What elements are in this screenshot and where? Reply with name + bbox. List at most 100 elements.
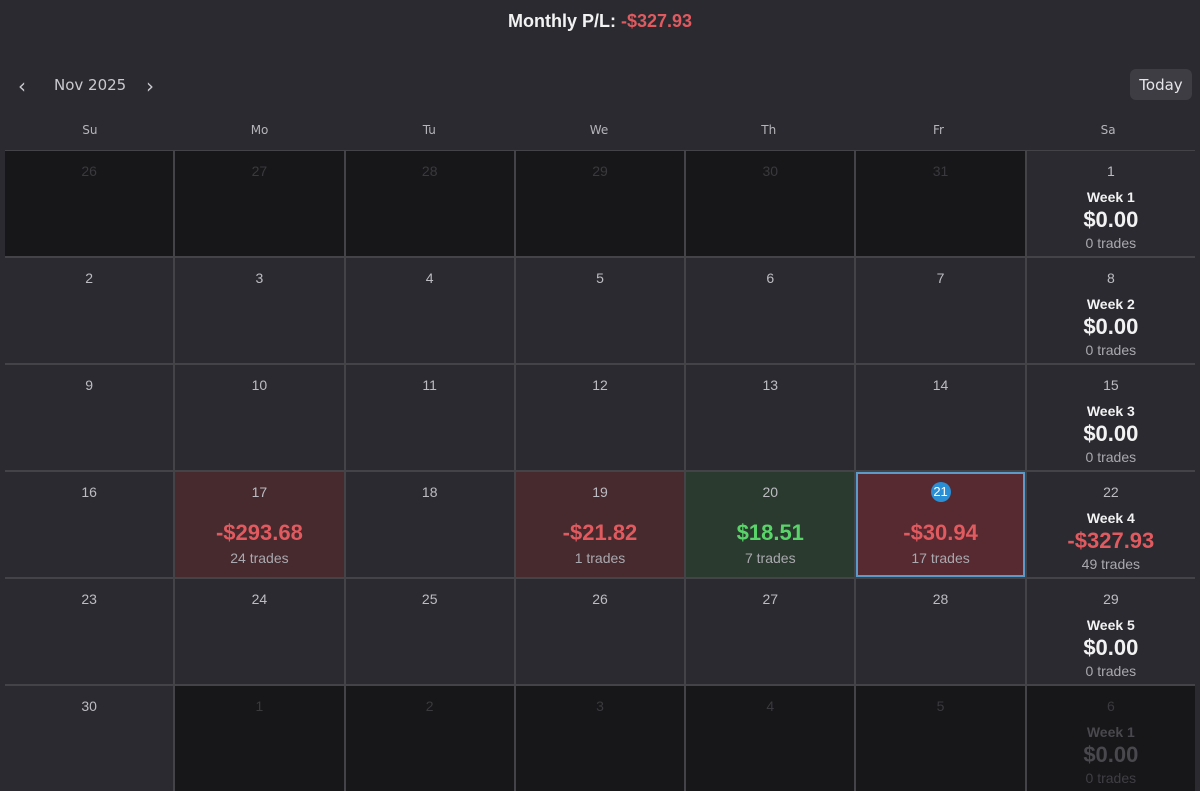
day-cell[interactable]: 11 [345, 365, 514, 470]
day-cell[interactable]: 9 [5, 365, 174, 470]
day-number: 6 [1106, 698, 1115, 714]
day-number: 5 [596, 270, 604, 286]
weekday-th: Th [761, 123, 777, 137]
monthly-pl-label: Monthly P/L: [507, 11, 616, 31]
weekday-fr: Fr [932, 123, 944, 137]
weekday-su: Su [82, 123, 98, 137]
day-number: 19 [592, 484, 608, 500]
day-cell[interactable]: 6 [686, 258, 855, 363]
day-cell[interactable]: 7 [856, 258, 1025, 363]
day-cell[interactable]: 31 [856, 151, 1025, 256]
day-cell[interactable]: 12 [515, 365, 685, 470]
day-cell[interactable]: 2 [5, 258, 174, 363]
day-pl-value: -$293.68 [215, 520, 303, 545]
week-label: Week 5 [1086, 617, 1135, 633]
day-number: 1 [1106, 163, 1115, 179]
week-summary-cell[interactable]: 22 Week 4 -$327.93 49 trades [1026, 472, 1195, 577]
week-pl-value: $0.00 [1083, 635, 1139, 660]
day-number: 28 [421, 163, 438, 179]
weekday-sa: Sa [1100, 123, 1116, 137]
day-cell[interactable]: 28 [345, 151, 514, 256]
calendar-grid: 26 27 28 29 30 31 1 Week 1 $0.00 0 trades 2 3 4 5 6 7 8 W… [5, 150, 1195, 791]
day-cell[interactable]: 2 [345, 686, 514, 791]
day-cell[interactable]: 20 $18.51 7 trades [686, 472, 855, 577]
week-summary-cell[interactable]: 29 Week 5 $0.00 0 trades [1026, 579, 1195, 684]
day-number: 22 [1103, 484, 1119, 500]
day-number: 26 [592, 591, 608, 607]
weekday-header: Su Mo Tu We Th Fr Sa [5, 123, 1193, 139]
day-cell[interactable]: 1 [175, 686, 344, 791]
day-number: 26 [81, 163, 97, 179]
week-label: Week 3 [1086, 403, 1135, 419]
week-trade-count: 0 trades [1085, 663, 1137, 679]
day-number: 27 [251, 163, 268, 179]
day-cell[interactable]: 27 [686, 579, 855, 684]
week-trade-count: 0 trades [1085, 449, 1137, 465]
day-number: 8 [1106, 270, 1115, 286]
day-cell[interactable]: 3 [175, 258, 344, 363]
week-pl-value: $0.00 [1083, 314, 1139, 339]
day-trade-count: 7 trades [744, 550, 796, 566]
week-trade-count: 0 trades [1085, 770, 1137, 786]
day-number: 20 [762, 484, 779, 500]
day-number: 30 [81, 698, 97, 714]
day-cell[interactable]: 17 -$293.68 24 trades [175, 472, 344, 577]
day-cell[interactable]: 30 [5, 686, 174, 791]
day-cell[interactable]: 21 -$30.94 17 trades [856, 472, 1025, 577]
day-cell[interactable]: 4 [686, 686, 855, 791]
week-trade-count: 0 trades [1085, 235, 1137, 251]
day-cell[interactable]: 13 [686, 365, 855, 470]
next-month-chevron-icon[interactable]: › [146, 74, 154, 98]
day-cell[interactable]: 25 [345, 579, 514, 684]
week-summary-cell[interactable]: 15 Week 3 $0.00 0 trades [1026, 365, 1195, 470]
day-number: 31 [932, 163, 949, 179]
day-cell[interactable]: 3 [515, 686, 685, 791]
day-cell[interactable]: 14 [856, 365, 1025, 470]
week-trade-count: 0 trades [1085, 342, 1137, 358]
day-trade-count: 24 trades [230, 550, 289, 566]
day-number: 29 [1103, 591, 1119, 607]
today-button[interactable]: Today [1130, 69, 1192, 100]
day-cell[interactable]: 18 [345, 472, 514, 577]
day-pl-value: $18.51 [736, 520, 804, 545]
day-cell[interactable]: 23 [5, 579, 174, 684]
day-cell[interactable]: 4 [345, 258, 514, 363]
prev-month-chevron-icon[interactable]: ‹ [18, 74, 26, 98]
day-cell[interactable]: 28 [856, 579, 1025, 684]
week-label: Week 1 [1086, 724, 1135, 740]
day-cell[interactable]: 10 [175, 365, 344, 470]
week-label: Week 1 [1086, 189, 1135, 205]
day-cell[interactable]: 27 [175, 151, 344, 256]
week-summary-cell[interactable]: 8 Week 2 $0.00 0 trades [1026, 258, 1195, 363]
day-cell[interactable]: 24 [175, 579, 344, 684]
day-number: 6 [766, 270, 775, 286]
day-number: 27 [762, 591, 779, 607]
week-pl-value: $0.00 [1083, 742, 1139, 767]
week-pl-value: $0.00 [1083, 207, 1139, 232]
day-number: 9 [85, 377, 94, 393]
day-cell[interactable]: 5 [856, 686, 1025, 791]
week-label: Week 2 [1086, 296, 1135, 312]
day-trade-count: 17 trades [911, 550, 970, 566]
day-cell[interactable]: 26 [5, 151, 174, 256]
day-cell[interactable]: 30 [686, 151, 855, 256]
day-number: 24 [251, 591, 268, 607]
day-number: 15 [1103, 377, 1119, 393]
day-number: 3 [596, 698, 604, 714]
day-number: 3 [255, 270, 264, 286]
week-pl-value: -$327.93 [1067, 528, 1155, 553]
week-summary-cell[interactable]: 6 Week 1 $0.00 0 trades [1026, 686, 1195, 791]
day-number: 1 [255, 698, 264, 714]
day-cell[interactable]: 29 [515, 151, 685, 256]
weekday-mo: Mo [250, 123, 269, 137]
day-number: 25 [421, 591, 438, 607]
day-cell[interactable]: 19 -$21.82 1 trades [515, 472, 685, 577]
day-cell[interactable]: 26 [515, 579, 685, 684]
day-cell[interactable]: 5 [515, 258, 685, 363]
day-number: 5 [936, 698, 945, 714]
day-number: 2 [85, 270, 94, 286]
day-number: 10 [251, 377, 268, 393]
day-number: 17 [251, 484, 268, 500]
week-summary-cell[interactable]: 1 Week 1 $0.00 0 trades [1026, 151, 1195, 256]
day-cell[interactable]: 16 [5, 472, 174, 577]
